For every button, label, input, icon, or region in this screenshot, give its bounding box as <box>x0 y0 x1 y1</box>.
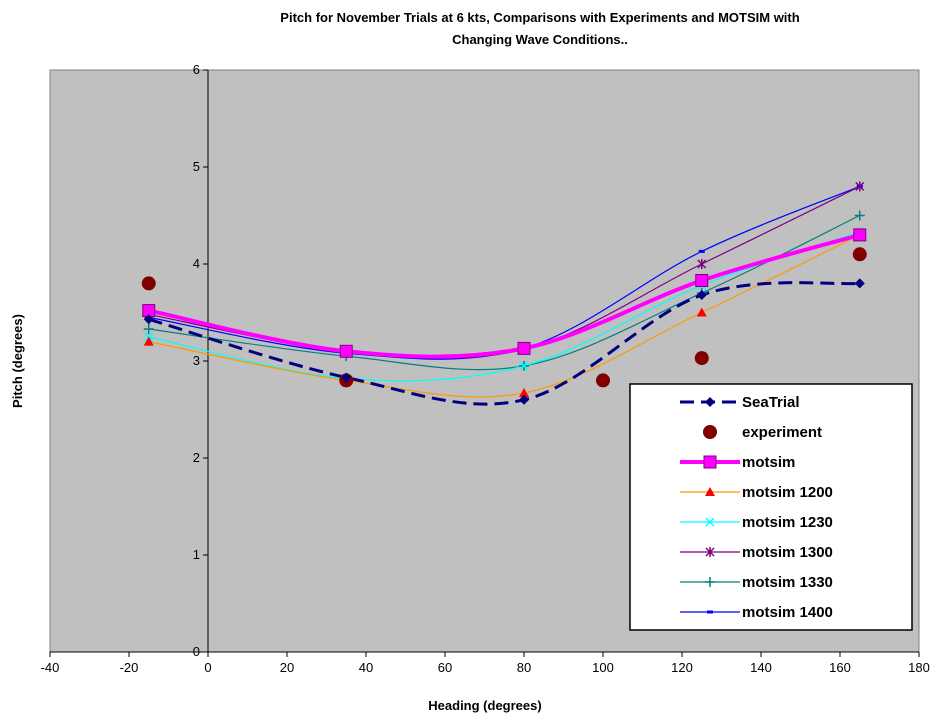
x-tick-label: 60 <box>438 660 452 675</box>
legend-label: motsim 1330 <box>742 574 833 591</box>
y-tick-label: 1 <box>193 547 200 562</box>
legend-label: motsim 1300 <box>742 544 833 561</box>
marker <box>696 290 707 301</box>
x-tick-label: 20 <box>280 660 294 675</box>
legend-label: motsim 1400 <box>742 604 833 621</box>
x-tick-label: 160 <box>829 660 851 675</box>
legend-marker <box>705 487 715 496</box>
legend-marker <box>705 547 715 557</box>
legend-label: SeaTrial <box>742 394 800 411</box>
marker <box>519 361 529 371</box>
legend-marker <box>703 455 717 469</box>
marker <box>517 341 531 355</box>
x-tick-label: 80 <box>517 660 531 675</box>
marker <box>694 351 709 366</box>
y-tick-label: 6 <box>193 62 200 77</box>
marker <box>854 278 865 289</box>
marker <box>697 259 707 269</box>
x-tick-label: -20 <box>120 660 139 675</box>
marker <box>695 273 709 287</box>
y-axis-title: Pitch (degrees) <box>10 314 25 408</box>
x-tick-label: 100 <box>592 660 614 675</box>
marker <box>596 373 610 388</box>
y-tick-label: 3 <box>193 353 200 368</box>
y-tick-label: 2 <box>193 450 200 465</box>
legend: SeaTrial experiment motsim motsim 1200 motsi… <box>629 383 913 631</box>
marker <box>341 372 352 383</box>
y-tick-label: 4 <box>193 256 200 271</box>
marker <box>143 323 154 334</box>
marker <box>143 336 154 346</box>
legend-label: motsim 1230 <box>742 514 833 531</box>
x-axis-title: Heading (degrees) <box>428 698 541 713</box>
marker <box>141 276 156 291</box>
legend-marker <box>705 397 715 407</box>
marker <box>519 394 529 405</box>
chart-title: Changing Wave Conditions.. <box>452 32 628 47</box>
chart-title: Pitch for November Trials at 6 kts, Comp… <box>280 10 799 25</box>
legend-marker <box>703 425 717 439</box>
x-tick-label: 0 <box>204 660 211 675</box>
marker <box>854 210 865 221</box>
y-tick-label: 0 <box>193 644 200 659</box>
x-tick-label: 140 <box>750 660 772 675</box>
legend-label: motsim <box>742 454 795 471</box>
marker <box>853 228 867 242</box>
x-tick-label: 120 <box>671 660 693 675</box>
legend-label: experiment <box>742 424 822 441</box>
legend-box <box>629 383 913 631</box>
marker <box>855 181 865 192</box>
x-tick-label: -40 <box>41 660 60 675</box>
x-tick-label: 40 <box>359 660 373 675</box>
marker <box>143 314 154 325</box>
legend-label: motsim 1200 <box>742 484 833 501</box>
y-tick-label: 5 <box>193 159 200 174</box>
x-tick-label: 180 <box>908 660 930 675</box>
marker <box>696 307 707 317</box>
marker <box>339 344 353 358</box>
legend-marker <box>705 577 715 587</box>
marker <box>519 388 529 398</box>
legend-marker <box>705 517 715 527</box>
marker <box>852 247 867 262</box>
